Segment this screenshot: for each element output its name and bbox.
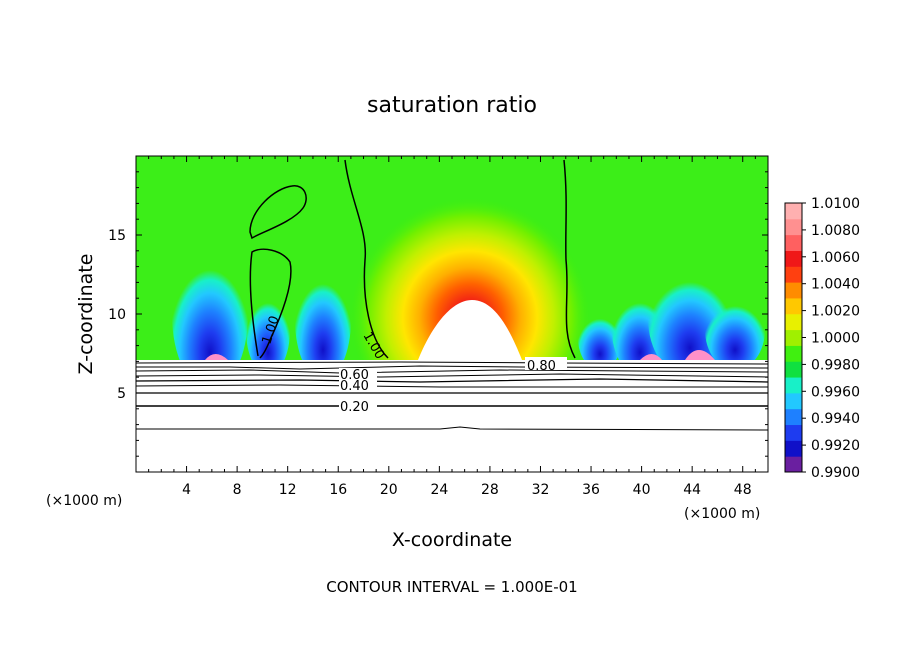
colorbar-swatch	[785, 440, 802, 457]
colorbar-swatch	[785, 377, 802, 394]
colorbar-swatch	[785, 282, 802, 299]
colorbar-swatch	[785, 408, 802, 426]
colorbar-swatch	[785, 234, 802, 251]
blue-column-7	[705, 290, 765, 370]
colorbar-swatch	[785, 345, 802, 362]
bump-1	[205, 354, 228, 360]
blue-column-4	[578, 306, 622, 370]
x-unit-right: (×1000 m)	[684, 506, 760, 522]
colorbar-labels: 1.0100 1.0080 1.0060 1.0040 1.0020 1.0000 0.99…	[802, 196, 860, 481]
x-tick-label: 8	[233, 482, 242, 498]
x-tick-label: 32	[532, 482, 550, 498]
upper-contours	[249, 159, 576, 359]
lower-region	[136, 360, 768, 472]
x-tick-label: 36	[582, 482, 600, 498]
colorbar-label: 1.0020	[811, 304, 860, 320]
colorbar-swatch	[785, 392, 802, 410]
blue-column-1	[172, 240, 248, 390]
colorbar-label: 1.0080	[811, 223, 860, 239]
x-tick-label: 24	[430, 482, 448, 498]
x-unit-left: (×1000 m)	[46, 493, 122, 509]
colorbar-swatch	[785, 424, 802, 441]
plot-area	[136, 156, 768, 472]
colorbar-swatch	[785, 266, 802, 283]
y-axis-ticks: 5 10 15	[108, 171, 768, 457]
blue-column-3	[295, 260, 351, 380]
colorbar	[784, 202, 803, 473]
y-tick-label: 15	[108, 228, 126, 244]
colorbar-swatch	[785, 250, 802, 267]
colorbar-label: 0.9960	[811, 384, 860, 400]
x-tick-label: 44	[683, 482, 701, 498]
colorbar-swatch	[785, 313, 802, 331]
colorbar-label: 0.9900	[811, 465, 860, 481]
colorbar-swatch	[785, 456, 802, 473]
contour-labels: 1.00 1.00 0.80 0.60 0.40 0.20	[260, 314, 567, 415]
y-axis-label: Z-coordinate	[75, 254, 97, 375]
colorbar-swatch	[785, 361, 802, 378]
x-tick-label: 40	[633, 482, 651, 498]
contour-label-080: 0.80	[527, 359, 556, 374]
x-axis-label: X-coordinate	[392, 529, 512, 551]
bump-3	[685, 350, 715, 360]
colorbar-label: 1.0100	[811, 196, 860, 212]
colorbar-label: 0.9920	[811, 438, 860, 454]
colorbar-label: 1.0040	[811, 277, 860, 293]
colorbar-label: 0.9980	[811, 357, 860, 373]
colorbar-label: 1.0000	[811, 331, 860, 347]
colorbar-swatch	[785, 297, 802, 315]
y-tick-label: 5	[117, 386, 126, 402]
x-tick-label: 20	[380, 482, 398, 498]
contour-label-020: 0.20	[340, 400, 369, 415]
chart-title: saturation ratio	[367, 93, 537, 118]
colorbar-swatch	[785, 203, 802, 220]
dome-top	[418, 300, 522, 360]
x-tick-label: 4	[182, 482, 191, 498]
x-tick-label: 28	[481, 482, 499, 498]
contour-label-040: 0.40	[340, 379, 369, 394]
y-tick-label: 10	[108, 307, 126, 323]
colorbar-swatch	[785, 329, 802, 346]
x-tick-label: 16	[329, 482, 347, 498]
contour-interval-note: CONTOUR INTERVAL = 1.000E-01	[326, 578, 577, 596]
x-axis-ticks: 4 8 12 16 20 24 28 32 36 40 44 48	[148, 156, 756, 498]
colorbar-label: 1.0060	[811, 250, 860, 266]
x-tick-label: 12	[279, 482, 297, 498]
x-tick-label: 48	[734, 482, 752, 498]
colorbar-label: 0.9940	[811, 411, 860, 427]
colorbar-swatch	[785, 218, 802, 236]
bump-2	[640, 354, 662, 360]
